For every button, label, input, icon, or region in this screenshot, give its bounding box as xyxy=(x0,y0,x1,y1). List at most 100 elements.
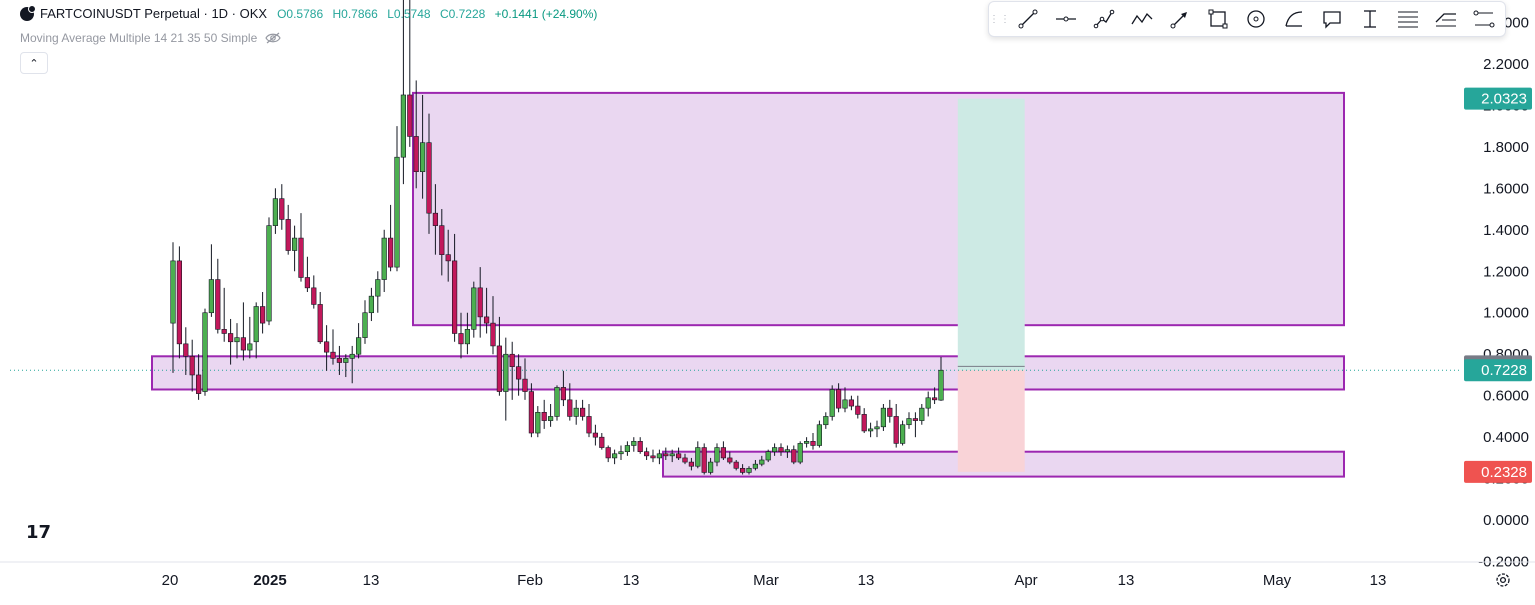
candle xyxy=(170,242,176,373)
candle xyxy=(599,433,605,450)
candle xyxy=(375,271,381,313)
candle-body xyxy=(311,287,317,305)
symbol-legend[interactable]: FARTCOINUSDT Perpetual · 1D · OKX O0.578… xyxy=(20,4,603,21)
long-position-tool[interactable] xyxy=(1427,2,1465,36)
candle xyxy=(368,287,375,322)
indicator-legend[interactable]: Moving Average Multiple 14 21 35 50 Simp… xyxy=(20,31,281,45)
candle-body xyxy=(880,407,886,428)
candle xyxy=(650,449,656,463)
text-tool[interactable] xyxy=(1351,2,1389,36)
candle xyxy=(266,217,272,326)
long-position-icon xyxy=(1435,13,1456,27)
polyline-tool[interactable] xyxy=(1123,2,1161,36)
trend-line-tool[interactable] xyxy=(1009,2,1047,36)
candle xyxy=(759,455,765,467)
drawing-toolbar[interactable]: ⋮⋮ xyxy=(988,1,1506,37)
candle-body xyxy=(221,329,227,334)
price-label: 0.2328 xyxy=(1464,460,1532,483)
candle xyxy=(560,370,566,407)
candle-body xyxy=(349,353,355,359)
candle xyxy=(439,209,445,276)
collapse-legend-button[interactable]: ⌃ xyxy=(20,52,48,74)
candle xyxy=(663,447,669,460)
candle xyxy=(535,406,541,438)
indicator-label[interactable]: Moving Average Multiple 14 21 35 50 Simp… xyxy=(20,31,258,45)
candle xyxy=(483,287,490,334)
symbol-title[interactable]: FARTCOINUSDT Perpetual · 1D · OKX xyxy=(40,6,268,21)
x-tick-label: Apr xyxy=(1014,572,1037,589)
candle-body xyxy=(317,304,323,343)
candle-body xyxy=(471,287,477,330)
arrow-icon xyxy=(1170,12,1187,29)
rectangle-icon xyxy=(1208,9,1228,29)
candle-body xyxy=(586,416,592,434)
candle-body xyxy=(547,416,554,421)
horizontal-ray-tool[interactable] xyxy=(1047,2,1085,36)
candle xyxy=(503,337,509,421)
candle xyxy=(279,184,285,230)
candle-body xyxy=(912,418,918,421)
candle-body xyxy=(874,426,880,430)
price-label-text: 0.2328 xyxy=(1481,464,1527,481)
candle-body xyxy=(170,260,176,324)
candle xyxy=(336,345,343,375)
candle xyxy=(720,441,726,460)
candle xyxy=(803,437,810,448)
candle-body xyxy=(867,428,874,432)
candle xyxy=(848,395,854,411)
candle-body xyxy=(656,453,662,459)
candle xyxy=(528,383,534,438)
candle xyxy=(298,213,304,282)
candle-body xyxy=(938,369,944,401)
candle xyxy=(695,441,701,469)
curve-tool[interactable] xyxy=(1275,2,1313,36)
candle xyxy=(586,404,592,438)
candle xyxy=(240,302,247,361)
candle xyxy=(880,404,886,431)
hidden-eye-icon[interactable] xyxy=(265,32,281,44)
candle xyxy=(823,412,829,429)
callout-tool[interactable] xyxy=(1313,2,1351,36)
candle-body xyxy=(611,453,618,459)
price-label-box xyxy=(1464,460,1532,483)
candle xyxy=(432,184,439,255)
candle xyxy=(381,229,387,292)
candle xyxy=(618,445,624,460)
circle-tool[interactable] xyxy=(1237,2,1275,36)
path-tool[interactable] xyxy=(1085,2,1123,36)
candle xyxy=(656,449,662,465)
candle-body xyxy=(490,322,496,347)
candle xyxy=(547,404,554,427)
candle-body xyxy=(336,358,343,363)
candle-body xyxy=(368,295,375,314)
candle xyxy=(567,383,573,421)
candle xyxy=(855,395,861,419)
candle xyxy=(810,433,816,450)
candle xyxy=(554,385,560,421)
candle-body xyxy=(394,156,400,268)
candle xyxy=(259,292,266,334)
candle xyxy=(688,457,694,471)
range-tool[interactable] xyxy=(1465,2,1503,36)
rectangle-tool[interactable] xyxy=(1199,2,1237,36)
candle-body xyxy=(887,407,893,417)
candle-body xyxy=(323,341,330,353)
symbol-logo-icon xyxy=(20,4,36,21)
candle xyxy=(343,354,349,378)
candle xyxy=(202,308,208,396)
candle-body xyxy=(253,306,259,343)
candle xyxy=(458,312,464,359)
price-label: 0.7228 xyxy=(1464,359,1532,382)
arrow-tool[interactable] xyxy=(1161,2,1199,36)
fib-retracement-tool[interactable] xyxy=(1389,2,1427,36)
candle xyxy=(874,420,880,438)
candle-body xyxy=(528,391,534,434)
candle xyxy=(451,233,458,342)
drag-handle-icon[interactable]: ⋮⋮ xyxy=(989,13,1011,25)
y-tick-label: 1.0000 xyxy=(1483,305,1529,322)
candle-body xyxy=(541,411,547,421)
trend-line-icon xyxy=(1018,9,1038,29)
settings-gear-icon[interactable] xyxy=(1494,571,1512,589)
